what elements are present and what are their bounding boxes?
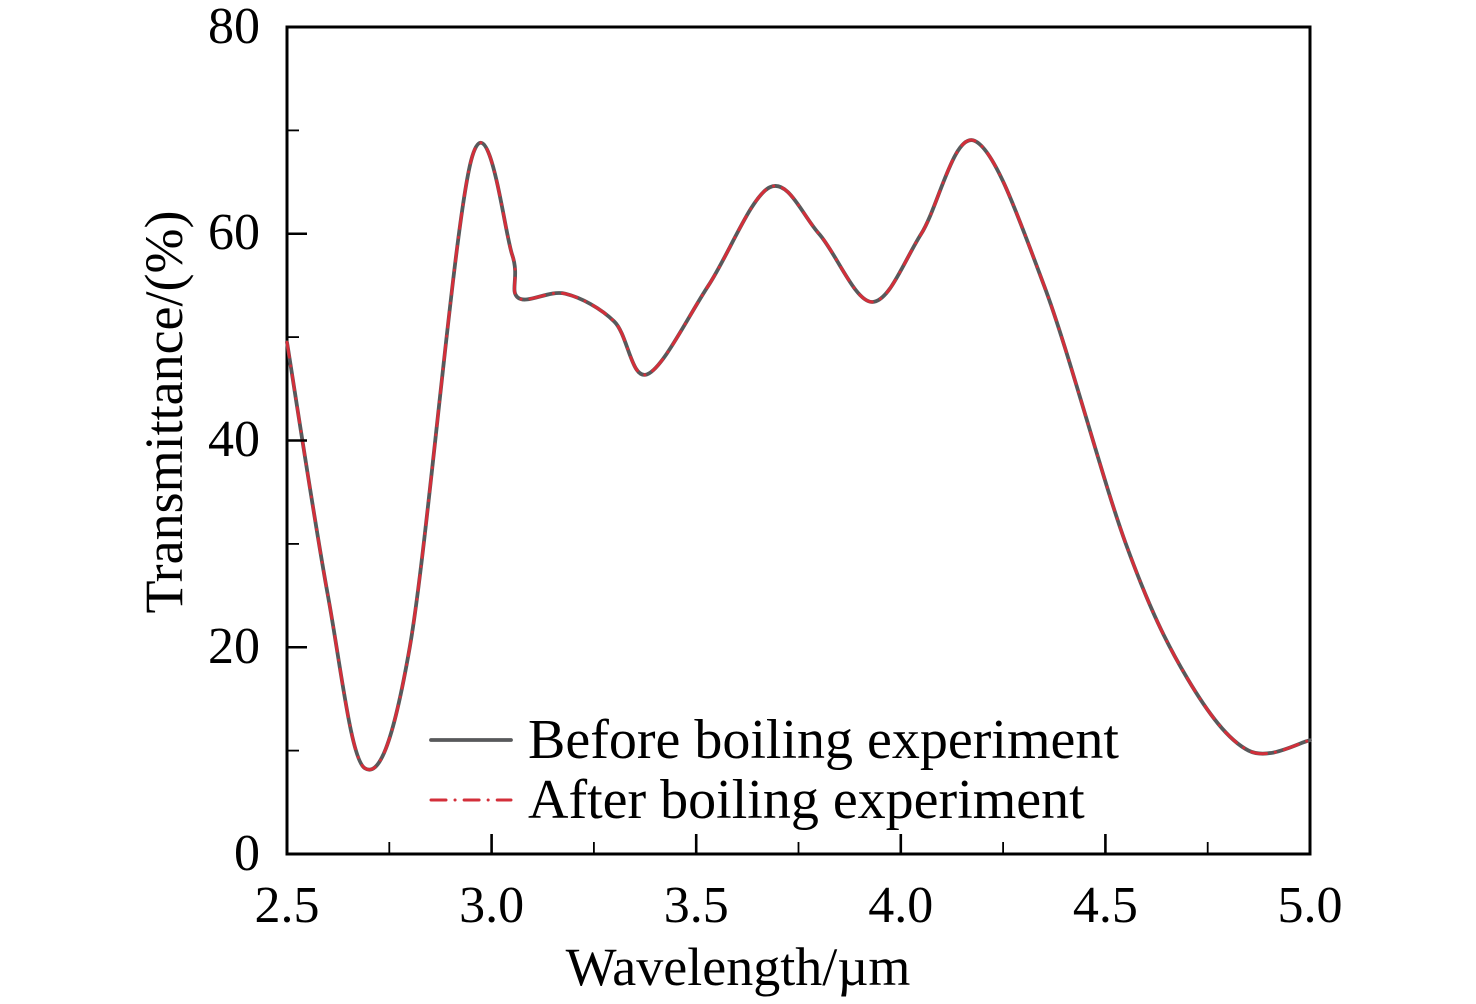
svg-text:5.0: 5.0 xyxy=(1278,877,1343,934)
svg-text:40: 40 xyxy=(208,411,260,468)
svg-text:After boiling experiment: After boiling experiment xyxy=(528,769,1085,831)
svg-text:4.0: 4.0 xyxy=(868,877,933,934)
svg-text:20: 20 xyxy=(208,618,260,675)
svg-text:2.5: 2.5 xyxy=(255,877,320,934)
svg-text:80: 80 xyxy=(208,0,260,55)
svg-text:Before boiling experiment: Before boiling experiment xyxy=(528,709,1119,771)
svg-text:3.0: 3.0 xyxy=(459,877,524,934)
svg-text:4.5: 4.5 xyxy=(1073,877,1138,934)
svg-text:60: 60 xyxy=(208,204,260,261)
svg-text:0: 0 xyxy=(234,825,260,882)
svg-text:Transmittance/(%): Transmittance/(%) xyxy=(134,211,194,614)
svg-text:3.5: 3.5 xyxy=(664,877,729,934)
svg-text:Wavelength/µm: Wavelength/µm xyxy=(566,937,911,997)
